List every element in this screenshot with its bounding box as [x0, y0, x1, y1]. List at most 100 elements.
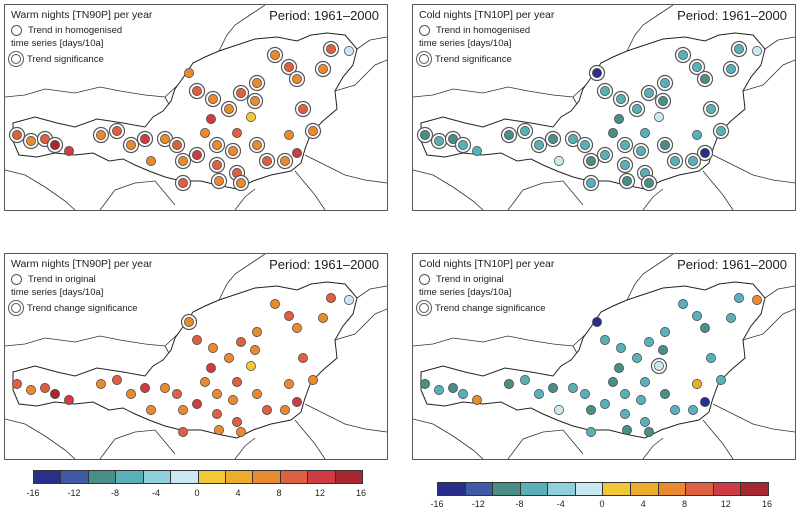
map-canvas — [5, 254, 387, 459]
station-marker — [616, 94, 626, 104]
station-marker — [700, 397, 710, 407]
station-marker — [472, 395, 482, 405]
station-marker — [112, 375, 122, 385]
colorbar-segment — [253, 471, 281, 483]
legend-line1: Trend in homogenised — [28, 25, 123, 37]
station-marker — [616, 343, 626, 353]
station-marker — [632, 104, 642, 114]
station-marker — [232, 417, 242, 427]
station-marker — [228, 146, 238, 156]
legend-line3: Trend change significance — [27, 303, 138, 314]
legend-line1: Trend in original — [436, 274, 504, 286]
station-marker — [700, 74, 710, 84]
border-line — [5, 86, 166, 98]
station-marker — [644, 88, 654, 98]
border-line — [304, 154, 387, 184]
legend-trend: Trend in homogenised — [11, 25, 122, 36]
station-marker — [208, 343, 218, 353]
station-marker — [206, 363, 216, 373]
station-marker — [600, 150, 610, 160]
station-marker — [632, 353, 642, 363]
station-marker — [548, 383, 558, 393]
station-marker — [420, 379, 430, 389]
station-marker — [280, 405, 290, 415]
station-marker — [40, 383, 50, 393]
station-marker — [208, 94, 218, 104]
station-marker — [568, 383, 578, 393]
border-line — [356, 36, 387, 50]
station-marker — [688, 156, 698, 166]
station-marker — [160, 383, 170, 393]
colorbar-tick-label: 4 — [235, 488, 241, 498]
colorbar-segment — [308, 471, 336, 483]
station-marker — [458, 140, 468, 150]
station-marker — [50, 389, 60, 399]
station-marker — [192, 150, 202, 160]
legend-units: time series [days/10a] — [11, 287, 104, 298]
colorbar-segment — [575, 483, 604, 495]
border-line — [626, 254, 674, 301]
station-marker — [600, 335, 610, 345]
panel-period: Period: 1961–2000 — [677, 8, 787, 23]
station-marker — [192, 86, 202, 96]
station-marker — [644, 178, 654, 188]
station-marker — [292, 323, 302, 333]
border-line — [712, 154, 795, 184]
colorbar-segment — [34, 471, 62, 483]
station-marker — [64, 395, 74, 405]
legend-significance: Trend significance — [11, 54, 104, 65]
station-marker — [692, 379, 702, 389]
station-marker — [678, 50, 688, 60]
border-line — [626, 5, 674, 52]
station-marker — [284, 311, 294, 321]
station-marker — [252, 389, 262, 399]
colorbar-tick-label: 4 — [640, 499, 646, 509]
station-marker — [112, 126, 122, 136]
station-marker — [716, 375, 726, 385]
station-marker — [752, 295, 762, 305]
station-marker — [292, 397, 302, 407]
panel-title: Cold nights [TN10P] per year — [419, 9, 555, 21]
station-marker — [308, 375, 318, 385]
colorbar-segment — [61, 471, 89, 483]
station-marker — [236, 427, 246, 437]
border-line — [334, 308, 387, 341]
station-marker — [326, 293, 336, 303]
colorbar-segment — [225, 471, 254, 483]
station-marker — [178, 178, 188, 188]
station-marker — [670, 156, 680, 166]
station-marker — [206, 114, 216, 124]
colorbar-segment — [741, 483, 768, 495]
station-marker — [434, 385, 444, 395]
colorbar-tick-label: 0 — [599, 499, 605, 509]
colorbar-segment — [603, 483, 632, 495]
station-marker — [26, 385, 36, 395]
station-marker — [292, 74, 302, 84]
station-marker — [586, 405, 596, 415]
double-circle-icon — [11, 303, 21, 314]
border-line — [764, 285, 795, 299]
colorbar-tick-label: 8 — [276, 488, 282, 498]
colorbar-segment — [198, 471, 226, 483]
border-line — [5, 418, 76, 459]
station-marker — [548, 134, 558, 144]
station-marker — [214, 176, 224, 186]
station-marker — [232, 128, 242, 138]
circle-icon — [419, 274, 430, 285]
colorbar-left — [33, 470, 363, 484]
station-marker — [64, 146, 74, 156]
station-marker — [608, 128, 618, 138]
border-line — [334, 59, 387, 92]
border-line — [234, 437, 256, 459]
station-marker — [660, 78, 670, 88]
station-marker — [580, 140, 590, 150]
station-marker — [270, 299, 280, 309]
border-line — [294, 419, 326, 459]
station-marker — [688, 405, 698, 415]
station-marker — [146, 405, 156, 415]
station-marker — [284, 379, 294, 389]
station-marker — [318, 313, 328, 323]
colorbar-tick-label: 12 — [314, 488, 326, 498]
station-marker — [184, 317, 194, 327]
border-line — [99, 180, 176, 210]
